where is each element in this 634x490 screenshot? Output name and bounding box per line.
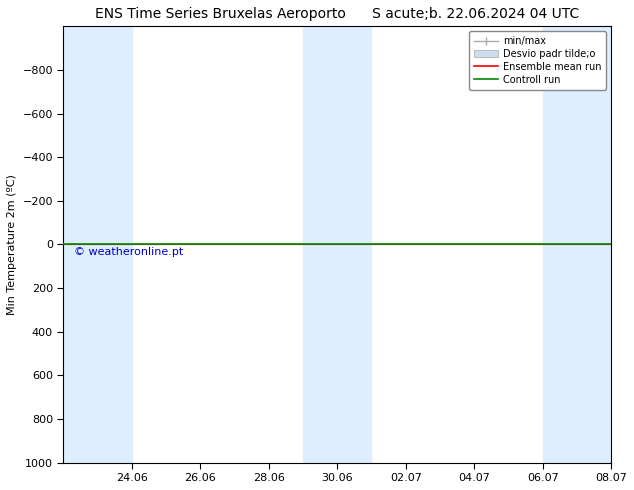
Text: © weatheronline.pt: © weatheronline.pt <box>74 246 184 257</box>
Title: ENS Time Series Bruxelas Aeroporto      S acute;b. 22.06.2024 04 UTC: ENS Time Series Bruxelas Aeroporto S acu… <box>95 7 579 21</box>
Legend: min/max, Desvio padr tilde;o, Ensemble mean run, Controll run: min/max, Desvio padr tilde;o, Ensemble m… <box>469 31 606 90</box>
Bar <box>577 26 611 463</box>
Bar <box>63 26 98 463</box>
Bar <box>98 26 132 463</box>
Bar <box>543 26 577 463</box>
Bar <box>337 26 372 463</box>
Bar <box>303 26 337 463</box>
Y-axis label: Min Temperature 2m (ºC): Min Temperature 2m (ºC) <box>7 174 17 315</box>
